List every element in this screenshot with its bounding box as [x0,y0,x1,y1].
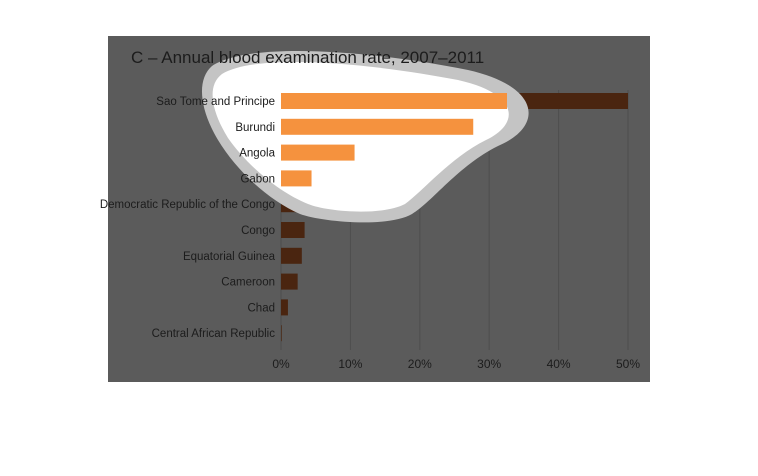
bar [281,299,288,316]
spotlight [212,61,509,212]
bar-highlight [281,118,474,135]
bar-highlight [281,93,507,109]
bar [281,247,302,264]
category-label: Gabon [240,173,275,185]
highlighted-bars [281,93,507,187]
x-tick-label: 20% [408,357,432,371]
x-tick-label: 30% [477,357,501,371]
category-label: Angola [239,148,275,160]
bar-highlight [281,144,355,161]
category-label: Chad [248,302,276,314]
x-tick-label: 0% [272,357,290,371]
chart-title: C – Annual blood examination rate, 2007–… [131,48,485,67]
category-label: Congo [241,225,275,237]
x-tick-label: 40% [547,357,571,371]
category-label: Central African Republic [152,328,276,340]
bar [281,325,282,342]
category-label: Democratic Republic of the Congo [100,199,275,211]
category-label: Equatorial Guinea [183,251,276,263]
category-label: Cameroon [221,277,275,289]
x-tick-label: 50% [616,357,640,371]
x-axis-tick-labels: 0% 10% 20% 30% 40% 50% [272,357,640,371]
x-tick-label: 10% [338,357,362,371]
category-labels: Sao Tome and Principe Burundi Angola Gabon D… [100,96,276,340]
bar [281,222,305,238]
bar [281,273,298,290]
category-label: Sao Tome and Principe [156,96,275,108]
category-label: Burundi [235,122,275,134]
bar-highlight [281,170,312,187]
